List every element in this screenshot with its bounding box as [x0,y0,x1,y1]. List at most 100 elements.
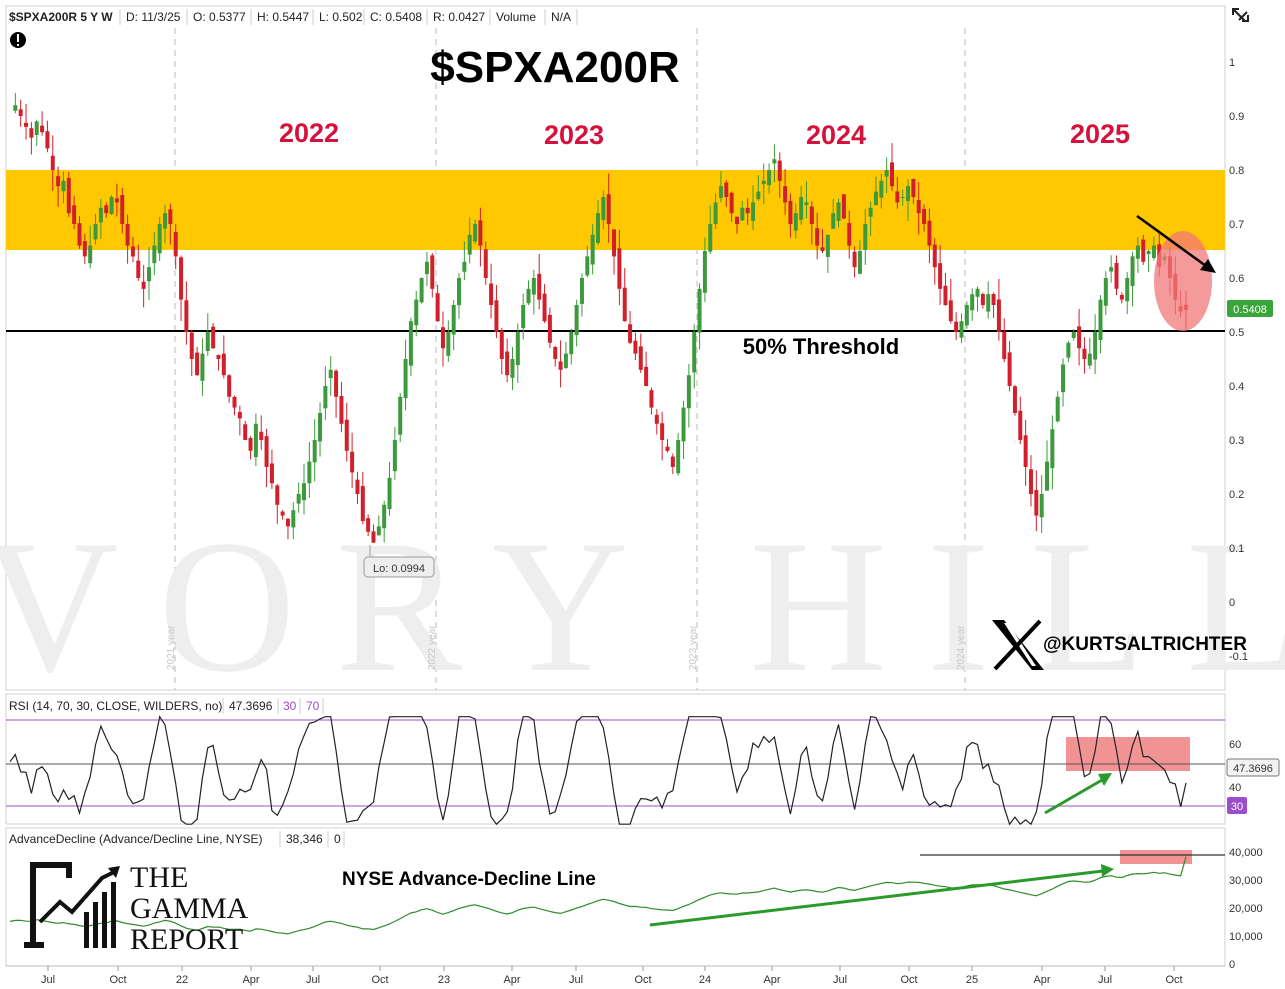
candle-body [1077,326,1082,349]
threshold-label: 50% Threshold [743,334,899,359]
candle-body [88,245,93,264]
candle-body [922,208,927,224]
candle-body [494,300,499,332]
x-tick-label: Oct [1165,974,1182,986]
candle-body [1050,429,1055,469]
candle-body [430,255,435,289]
candle-body [708,224,713,252]
candle-body [200,353,205,381]
candle-body [927,220,932,246]
candle-body [146,267,151,282]
candle-body [649,390,654,408]
candle-body [93,224,98,240]
candle-body [686,375,691,409]
candle-body [120,195,125,224]
year-label-2024: 2024 [806,120,866,150]
candle-body [1028,469,1033,494]
rsi-panel: RSI (14, 70, 30, CLOSE, WILDERS, no) 47.… [5,693,1226,826]
candle-body [879,180,884,198]
candle-body [740,207,745,221]
header-volume-label: Volume [496,10,536,24]
candle-body [72,205,77,224]
rsi-tick-40: 40 [1229,782,1241,794]
candle-body [841,194,846,219]
ad-tick-label: 20,000 [1229,903,1263,915]
candle-body [253,423,258,458]
x-tick-label: Oct [634,974,651,986]
candle-body [141,281,146,289]
alert-icon[interactable] [10,32,26,48]
candle-body [510,359,515,378]
logo-line-gamma: GAMMA [130,892,249,925]
candle-body [718,186,723,198]
candle-body [1093,332,1098,360]
candle-body [130,246,135,257]
candle-body [205,332,210,352]
candle-body [852,251,857,268]
candle-body [457,278,462,306]
candle-body [1103,278,1108,306]
candle-body [392,440,397,472]
header-symbol: $SPXA200R 5 Y W [9,10,113,24]
candle-body [890,162,894,187]
candle-body [948,300,953,322]
rsi-current-tag [1226,758,1280,777]
candle-body [857,251,862,274]
candle-body [809,206,814,224]
candle-body [563,353,568,368]
candle-body [772,159,777,164]
candle-body [66,178,71,214]
candle-body [964,305,969,326]
expand-collapse-icon[interactable] [1232,8,1249,22]
rsi-low-tag-text: 30 [1231,801,1243,813]
candle-body [382,504,387,529]
y-tick-label: 0.5 [1229,327,1244,339]
low-callout-text: Lo: 0.0994 [373,563,425,575]
candle-body [264,436,269,467]
candle-body [884,170,889,177]
candle-body [211,326,216,349]
header-date: D: 11/3/25 [126,10,181,24]
y-tick-label: 0 [1229,597,1235,609]
ad-tick-label: 0 [1229,959,1235,971]
candle-body [478,220,483,246]
candle-body [344,419,349,451]
candle-body [1130,256,1135,287]
ad-title: NYSE Advance-Decline Line [342,869,596,890]
y-tick-label: 0.4 [1229,381,1244,393]
candle-body [323,386,328,409]
candle-body [40,125,45,133]
candle-body [825,234,830,257]
candle-body [783,186,788,203]
candle-body [1141,239,1146,262]
vertical-year-2024: 2024 year [956,625,967,670]
gamma-report-logo: THE GAMMA REPORT [24,861,249,956]
candle-body [462,261,467,272]
candle-body [777,160,782,181]
candle-body [387,477,392,510]
y-tick-label: 0.7 [1229,219,1244,231]
candle-body [467,234,472,255]
candle-body [895,191,900,203]
candle-body [168,209,173,224]
candle-body [499,330,504,359]
candle-body [906,186,911,202]
candle-body [788,200,793,224]
candle-body [18,109,23,116]
header-high: H: 0.5447 [257,10,309,24]
candle-body [628,324,633,343]
low-callout-box [363,556,435,578]
candle-body [109,197,114,215]
candle-body [424,261,429,275]
candle-body [1023,435,1028,467]
candle-body [531,278,536,295]
candle-body [1039,494,1044,518]
candle-body [419,278,424,303]
candle-body [670,456,675,467]
candle-body [702,251,707,293]
candle-body [553,346,558,359]
candle-body [1087,353,1092,366]
y-tick-label: -0.1 [1229,651,1248,663]
candle-body [291,510,296,528]
candle-body [280,511,285,516]
